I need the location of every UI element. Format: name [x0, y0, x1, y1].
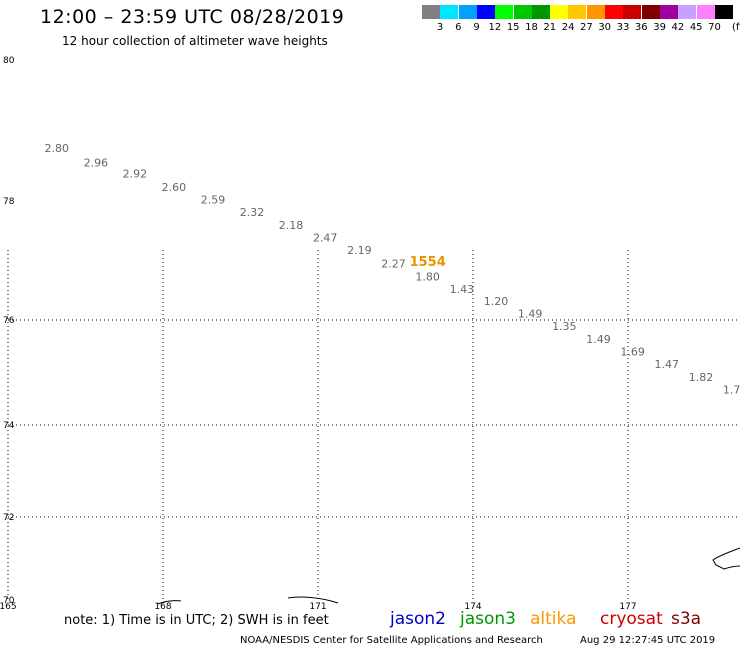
swh-value: 2.80 [45, 142, 70, 155]
swh-value: 2.27 [381, 258, 406, 271]
legend-swatch [458, 5, 477, 19]
tick-label: 168 [154, 602, 171, 612]
legend-unit: (ft) [732, 22, 740, 33]
legend-label: 3 [436, 22, 444, 33]
tick-label: 80 [3, 56, 15, 66]
legend-label: 12 [488, 22, 502, 33]
swh-observations: 2.80 2.96 2.92 2.60 2.59 2.32 2.18 2.47 2.19 2.27… [45, 142, 740, 397]
legend-label: 6 [455, 22, 462, 33]
footer-note: note: 1) Time is in UTC; 2) SWH is in fe… [64, 613, 329, 628]
credit-line: NOAA/NESDIS Center for Satellite Applica… [240, 635, 543, 646]
legend-label: 36 [634, 22, 648, 33]
swh-value: 1.49 [518, 308, 543, 321]
swh-value: 1.35 [552, 320, 577, 333]
legend-swatch [696, 5, 715, 19]
swh-value: 2.92 [123, 168, 148, 181]
legend-swatch [586, 5, 605, 19]
generated-timestamp: Aug 29 12:27:45 UTC 2019 [580, 635, 716, 646]
swh-value: 1.43 [450, 283, 475, 296]
coastline-segment [712, 547, 740, 570]
legend-swatch [568, 5, 587, 19]
legend-label: 45 [689, 22, 703, 33]
graticule [7, 250, 740, 600]
legend-swatch [495, 5, 514, 19]
legend-swatch [659, 5, 678, 19]
legend-swatch [605, 5, 623, 19]
satellite-jason2: jason2 [390, 609, 446, 629]
legend-label: 27 [580, 22, 593, 33]
legend-swatch [641, 5, 660, 19]
swh-value: 2.32 [240, 206, 265, 219]
swh-value: 1.49 [586, 333, 611, 346]
tick-label: 72 [3, 513, 14, 523]
swh-value: 2.18 [279, 219, 304, 232]
tick-label: 78 [3, 197, 15, 207]
map-subtitle: 12 hour collection of altimeter wave hei… [62, 34, 328, 48]
legend-label: 42 [671, 22, 685, 33]
axis-ticks: 165 168 171 174 177 80 78 76 74 72 70 [0, 56, 637, 612]
satellite-altika: altika [530, 609, 577, 629]
satellite-s3a: s3a [671, 609, 702, 629]
swh-value: 2.19 [347, 244, 372, 257]
legend-label: 18 [525, 22, 538, 33]
coastline-segment [287, 596, 339, 604]
pass-time-label: 1554 [410, 255, 446, 270]
legend-label: 9 [473, 22, 480, 33]
legend-label: 15 [506, 22, 520, 33]
swh-value: 2.96 [84, 157, 109, 170]
swh-value: 1.80 [415, 271, 440, 284]
coastline [157, 547, 740, 605]
swh-value: 2.60 [162, 181, 187, 194]
legend-label: 30 [598, 22, 612, 33]
tick-label: 70 [3, 596, 15, 606]
legend-swatch [550, 5, 569, 19]
swh-value: 1.47 [655, 358, 680, 371]
legend-swatch [714, 5, 733, 19]
legend-swatch [476, 5, 495, 19]
swh-value: 1.78 [723, 384, 740, 397]
satellite-jason3: jason3 [460, 609, 516, 629]
legend-label: 70 [708, 22, 721, 33]
legend-label: 24 [561, 22, 575, 33]
legend-label: 39 [653, 22, 666, 33]
legend-swatch [422, 5, 440, 19]
tick-label: 165 [0, 602, 17, 612]
tick-label: 177 [619, 602, 636, 612]
legend-swatch [678, 5, 697, 19]
swh-value: 2.47 [313, 232, 338, 245]
swh-value: 1.69 [620, 346, 645, 359]
tick-label: 174 [464, 602, 481, 612]
legend-swatch [440, 5, 459, 19]
legend-swatch [531, 5, 550, 19]
legend-label: 33 [616, 22, 630, 33]
tick-label: 171 [309, 602, 326, 612]
tick-label: 74 [3, 421, 15, 431]
legend-label: 21 [543, 22, 557, 33]
swh-value: 1.20 [484, 295, 509, 308]
swh-value: 1.82 [689, 371, 714, 384]
map-title: 12:00 – 23:59 UTC 08/28/2019 [40, 6, 345, 28]
tick-label: 76 [3, 316, 15, 326]
coastline-segment [157, 600, 182, 605]
legend-swatch [623, 5, 642, 19]
legend-swatch [513, 5, 532, 19]
satellite-cryosat: cryosat [600, 609, 663, 629]
swh-value: 2.59 [201, 194, 226, 207]
